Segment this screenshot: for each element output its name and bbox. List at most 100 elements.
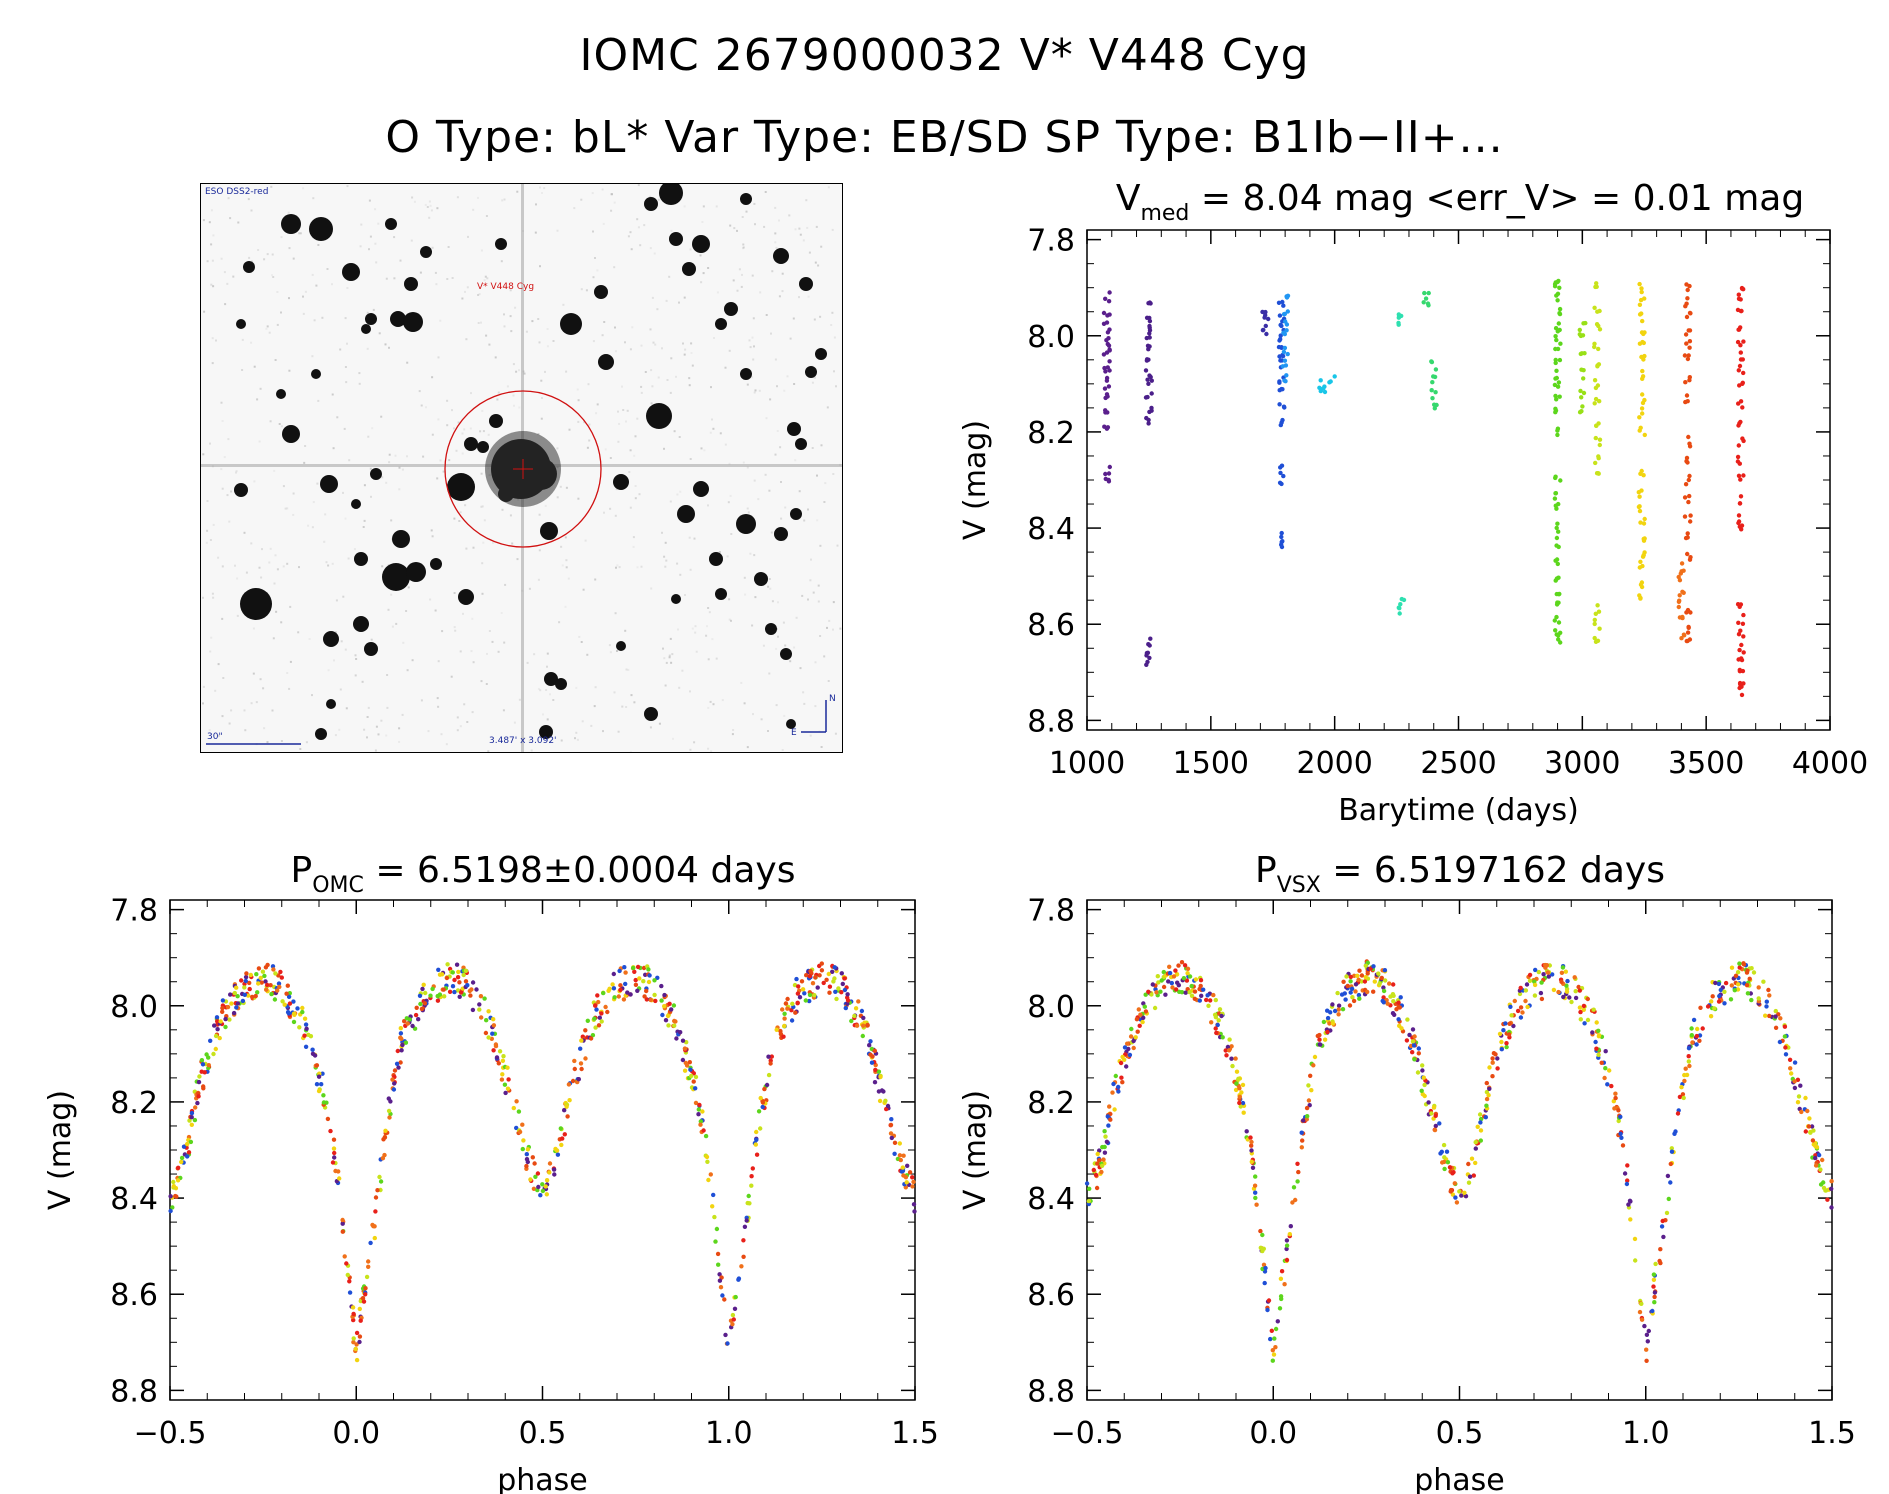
data-point bbox=[1556, 321, 1562, 326]
noise-speckle bbox=[556, 496, 559, 499]
data-point bbox=[1680, 1092, 1686, 1097]
data-point bbox=[576, 1077, 581, 1082]
data-point bbox=[430, 986, 435, 992]
data-point bbox=[1278, 470, 1283, 476]
data-point bbox=[1637, 281, 1642, 287]
data-point bbox=[618, 987, 623, 993]
noise-speckle bbox=[481, 592, 484, 595]
plot-frame bbox=[1086, 229, 1831, 731]
noise-speckle bbox=[603, 321, 606, 323]
data-point bbox=[1736, 401, 1741, 406]
noise-speckle bbox=[210, 283, 213, 286]
data-point bbox=[559, 1142, 564, 1148]
data-point bbox=[1556, 989, 1561, 995]
data-point bbox=[1133, 1035, 1138, 1040]
noise-speckle bbox=[453, 517, 456, 520]
noise-speckle bbox=[743, 702, 746, 705]
noise-speckle bbox=[302, 312, 305, 315]
data-point bbox=[603, 1004, 608, 1010]
x-tick-label: −0.5 bbox=[134, 1416, 207, 1451]
noise-speckle bbox=[736, 229, 738, 232]
data-point bbox=[1227, 1037, 1232, 1042]
noise-speckle bbox=[615, 566, 617, 569]
noise-speckle bbox=[753, 554, 756, 557]
data-point bbox=[1426, 1100, 1431, 1105]
data-point bbox=[593, 1003, 598, 1008]
data-point bbox=[1592, 344, 1597, 350]
noise-speckle bbox=[297, 631, 300, 634]
data-point bbox=[1173, 987, 1179, 992]
data-point bbox=[300, 1009, 305, 1015]
star-mark bbox=[613, 474, 629, 490]
data-point bbox=[340, 1221, 345, 1226]
data-point bbox=[1557, 306, 1563, 312]
noise-speckle bbox=[280, 425, 283, 428]
data-point bbox=[653, 998, 658, 1004]
noise-speckle bbox=[828, 619, 831, 622]
x-tick-label: 4000 bbox=[1792, 746, 1868, 781]
data-point bbox=[872, 1048, 877, 1054]
noise-speckle bbox=[627, 668, 630, 671]
noise-speckle bbox=[565, 566, 568, 569]
data-point bbox=[1637, 415, 1642, 420]
data-point bbox=[1170, 985, 1175, 990]
star-mark bbox=[464, 437, 478, 451]
noise-speckle bbox=[614, 326, 616, 329]
data-point bbox=[1740, 357, 1746, 362]
noise-speckle bbox=[775, 647, 778, 650]
data-point bbox=[1520, 1010, 1525, 1015]
data-point bbox=[168, 1194, 173, 1199]
data-point bbox=[1823, 1188, 1829, 1193]
noise-speckle bbox=[738, 268, 741, 271]
data-point bbox=[859, 1008, 865, 1014]
data-point bbox=[1773, 1025, 1779, 1031]
noise-speckle bbox=[209, 539, 212, 541]
noise-speckle bbox=[282, 565, 285, 568]
data-point bbox=[597, 1015, 602, 1020]
data-point bbox=[1356, 992, 1362, 998]
data-point bbox=[659, 983, 664, 989]
noise-speckle bbox=[345, 381, 348, 384]
data-point bbox=[1506, 1032, 1512, 1037]
noise-speckle bbox=[455, 449, 458, 452]
data-point bbox=[1595, 383, 1601, 388]
data-point bbox=[439, 972, 445, 977]
data-point bbox=[1279, 534, 1284, 540]
data-point bbox=[1683, 380, 1688, 385]
data-point bbox=[514, 1125, 519, 1131]
noise-speckle bbox=[777, 635, 779, 638]
noise-speckle bbox=[693, 537, 696, 540]
data-point bbox=[1097, 1148, 1102, 1153]
data-point bbox=[1732, 988, 1738, 993]
y-tick-label: 8.2 bbox=[110, 1086, 158, 1121]
data-point bbox=[363, 1286, 368, 1291]
data-point bbox=[223, 1024, 228, 1030]
data-point bbox=[1410, 1050, 1415, 1055]
data-point bbox=[898, 1157, 903, 1163]
data-point bbox=[1126, 1046, 1131, 1052]
data-point bbox=[342, 1254, 347, 1259]
data-point bbox=[774, 1027, 779, 1033]
data-point bbox=[1675, 1111, 1681, 1116]
noise-speckle bbox=[263, 727, 266, 730]
data-point bbox=[1646, 1328, 1652, 1334]
data-point bbox=[1736, 423, 1741, 428]
noise-speckle bbox=[311, 355, 314, 358]
noise-speckle bbox=[440, 733, 443, 736]
data-point bbox=[1107, 368, 1112, 373]
noise-speckle bbox=[608, 644, 611, 647]
noise-speckle bbox=[558, 621, 561, 624]
noise-speckle bbox=[325, 561, 328, 564]
data-point bbox=[1268, 1336, 1273, 1342]
data-point bbox=[1146, 301, 1151, 306]
noise-speckle bbox=[806, 226, 809, 229]
data-point bbox=[474, 987, 479, 992]
data-point bbox=[1275, 1319, 1281, 1324]
noise-speckle bbox=[817, 600, 820, 603]
noise-speckle bbox=[434, 609, 437, 612]
data-point bbox=[1142, 1004, 1148, 1009]
data-point bbox=[1555, 521, 1560, 526]
noise-speckle bbox=[671, 653, 674, 656]
data-point bbox=[1638, 559, 1643, 564]
data-point bbox=[1103, 1134, 1108, 1139]
